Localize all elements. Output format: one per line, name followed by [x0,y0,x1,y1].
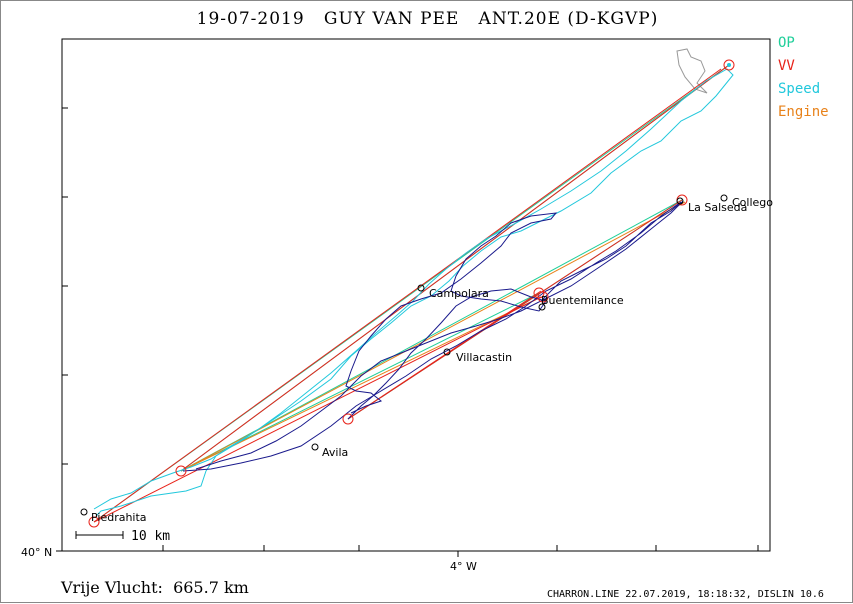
place-la-salseda: La Salseda [688,201,747,214]
scale-bar-label: 10 km [131,529,170,544]
left-axis-ticks [56,107,68,552]
border-outline [676,48,708,94]
legend-vv: VV [778,58,795,74]
legend-engine: Engine [778,104,829,120]
place-villacastin: Villacastin [456,351,512,364]
place-buentemilance: Buentemilance [541,294,624,307]
turnpoint-marker [727,63,731,67]
place-piedrahita: Piedrahita [91,511,147,524]
bottom-axis-ticks [162,545,759,557]
place-avila: Avila [322,446,348,459]
place-markers [80,194,728,516]
main-track-lower [182,201,682,472]
speed-track [93,68,734,517]
vv-legs [93,64,730,523]
map-title: 19-07-2019 GUY VAN PEE ANT.20E (D-KGVP) [196,9,659,29]
legend-speed: Speed [778,81,821,97]
lat-axis-label: 40° N [21,546,52,559]
place-collego: Collego [732,196,773,209]
turnpoints [88,59,735,528]
place-campolara: Campolara [429,287,489,300]
map-frame [61,38,771,552]
distance-summary: Vrije Vlucht: 665.7 km [61,578,249,597]
main-track-final [540,200,684,302]
lon-axis-label: 4° W [450,560,477,573]
scale-bar [75,531,124,539]
legend-op: OP [778,35,795,51]
credits: CHARRON.LINE 22.07.2019, 18:18:32, DISLI… [547,589,824,600]
engine-legs [184,201,686,470]
main-track-upper [345,212,558,420]
